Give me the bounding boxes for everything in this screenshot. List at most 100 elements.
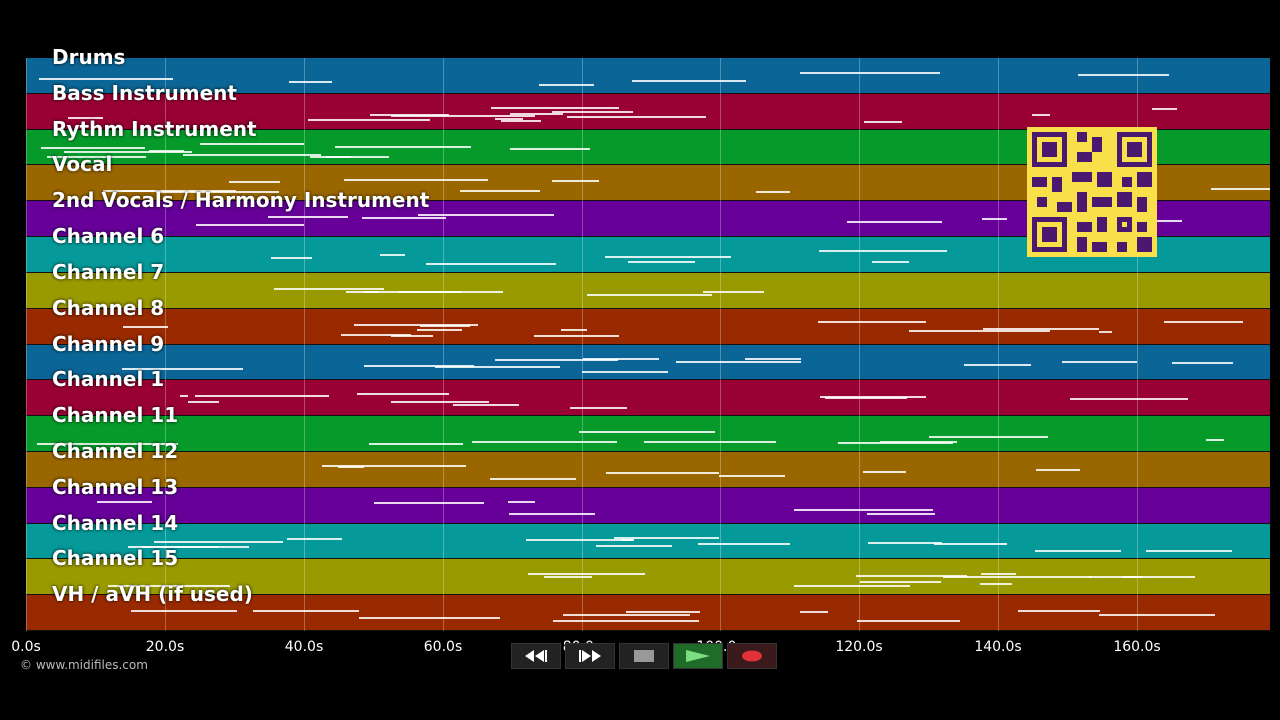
midi-note	[799, 72, 941, 75]
rewind-button[interactable]	[511, 643, 561, 669]
midi-note	[310, 155, 352, 158]
midi-note	[368, 442, 463, 445]
fast-forward-button[interactable]	[565, 643, 615, 669]
track-label: Channel 9	[52, 331, 165, 356]
track-row[interactable]	[26, 559, 1270, 596]
track-row[interactable]	[26, 308, 1270, 345]
record-icon	[742, 650, 762, 662]
midi-note	[621, 538, 634, 541]
midi-note	[425, 262, 557, 265]
time-tick-label: 140.0s	[974, 639, 1022, 655]
midi-note	[533, 335, 620, 338]
track-row[interactable]	[26, 58, 1270, 94]
track-label: VH / aVH (if used)	[52, 582, 253, 607]
midi-note	[63, 151, 192, 154]
midi-note	[354, 324, 478, 327]
midi-note	[194, 395, 330, 398]
midi-note	[267, 216, 349, 219]
midi-note	[864, 120, 902, 123]
track-row[interactable]	[26, 380, 1270, 417]
midi-note	[1035, 550, 1122, 553]
midi-note	[934, 542, 1008, 545]
midi-note	[942, 576, 1091, 579]
midi-note	[40, 147, 145, 150]
midi-note	[818, 250, 947, 253]
midi-note	[605, 472, 719, 475]
midi-note	[793, 508, 934, 511]
transport-controls	[511, 643, 777, 670]
midi-note	[755, 190, 790, 193]
midi-note	[569, 407, 628, 410]
midi-note	[289, 81, 332, 84]
midi-note	[107, 585, 230, 588]
record-button[interactable]	[727, 643, 777, 669]
midi-note	[825, 396, 908, 399]
midi-note	[390, 115, 536, 118]
midi-note	[1211, 187, 1270, 190]
track-row[interactable]	[26, 272, 1270, 309]
midi-note	[180, 395, 189, 398]
midi-note	[362, 216, 447, 219]
midi-note	[325, 156, 390, 159]
time-tick-label: 120.0s	[835, 639, 883, 655]
track-row[interactable]	[26, 344, 1270, 381]
track-row[interactable]	[26, 451, 1270, 488]
midi-note	[581, 370, 669, 373]
midi-note	[507, 501, 535, 504]
midi-note	[562, 613, 691, 616]
track-row[interactable]	[26, 523, 1270, 560]
play-button[interactable]	[673, 643, 723, 669]
track-label: Channel 14	[52, 510, 179, 535]
track-label: Drums	[52, 45, 126, 69]
rewind-icon	[525, 650, 547, 662]
midi-note	[595, 545, 672, 548]
track-label: Channel 11	[52, 403, 179, 428]
track-row[interactable]	[26, 595, 1270, 631]
midi-note	[154, 540, 284, 543]
midi-note	[200, 143, 305, 146]
midi-note	[625, 610, 701, 613]
midi-note	[380, 253, 405, 256]
midi-note	[495, 118, 524, 121]
midi-note	[391, 335, 433, 338]
track-label: Channel 12	[52, 438, 179, 463]
midi-note	[697, 542, 790, 545]
midi-note	[846, 220, 942, 223]
midi-note	[307, 118, 431, 121]
midi-note	[1070, 398, 1189, 401]
midi-note	[364, 365, 475, 368]
track-label: 2nd Vocals / Harmony Instrument	[52, 188, 430, 213]
track-row[interactable]	[26, 416, 1270, 452]
midi-note	[702, 291, 765, 294]
midi-note	[122, 368, 243, 371]
midi-note	[508, 512, 595, 515]
track-row[interactable]	[26, 487, 1270, 524]
midi-note	[510, 148, 591, 151]
midi-note	[675, 361, 801, 364]
midi-note	[229, 180, 280, 183]
midi-note	[1171, 361, 1234, 364]
midi-note	[341, 334, 412, 337]
midi-note	[745, 358, 801, 361]
time-tick-label: 40.0s	[284, 639, 324, 655]
midi-note	[1061, 360, 1138, 363]
midi-note	[36, 442, 178, 445]
midi-note	[183, 153, 321, 156]
track-label: Channel 6	[52, 224, 165, 249]
track-row[interactable]	[26, 93, 1270, 130]
midi-note	[1152, 107, 1178, 110]
midi-note	[856, 575, 968, 578]
stop-button[interactable]	[619, 643, 669, 669]
midi-note	[1122, 576, 1142, 579]
midi-note	[862, 470, 907, 473]
midi-note	[857, 620, 961, 623]
midi-note	[866, 513, 935, 516]
midi-note	[460, 190, 540, 193]
midi-note	[818, 321, 926, 324]
midi-note	[127, 546, 218, 549]
midi-note	[552, 179, 600, 182]
midi-note	[539, 83, 595, 86]
midi-note	[614, 536, 720, 539]
midi-note	[561, 329, 588, 332]
midi-note	[501, 119, 541, 122]
